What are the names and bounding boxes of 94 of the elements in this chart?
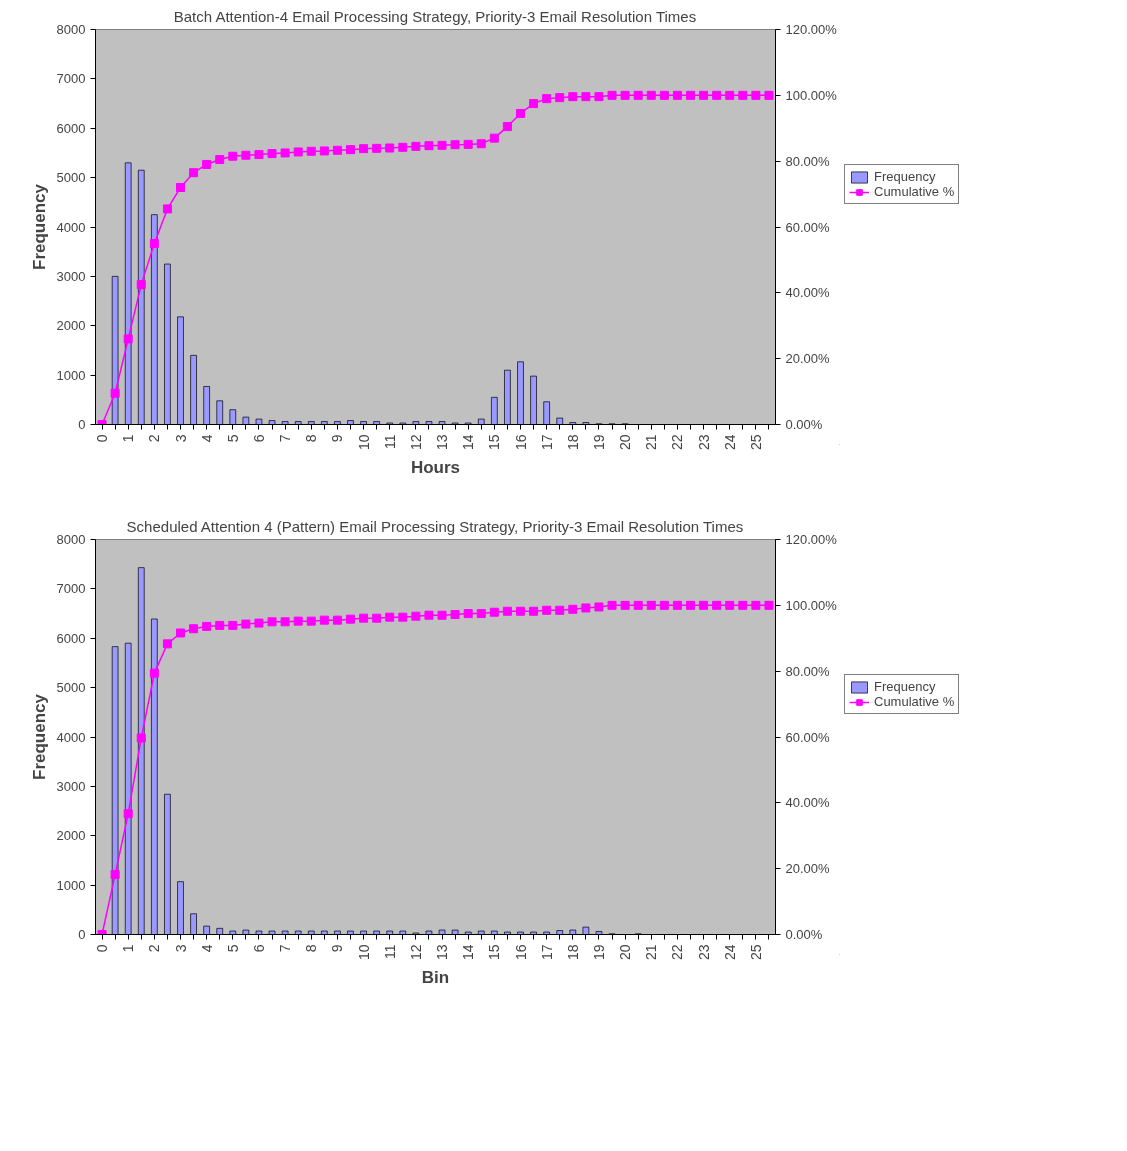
x-tick-label: 12 (407, 434, 424, 451)
x-tick-label: 9 (329, 434, 346, 443)
x-tick-label: 14 (460, 944, 477, 961)
y-tick-label: 8000 (56, 532, 86, 547)
y2-tick-label: 20.00% (785, 351, 831, 367)
x-tick-label: 11 (381, 944, 398, 960)
x-tick-label: 4 (198, 434, 215, 443)
y-tick-label: 1000 (56, 877, 86, 893)
y-tick-label: 3000 (56, 778, 86, 794)
x-tick-label: 3 (172, 944, 189, 953)
y2-tick-label: 0.00% (785, 417, 823, 432)
y2-tick-label: 80.00% (785, 663, 831, 679)
y-tick-label: 1000 (56, 367, 86, 383)
x-tick-label: 22 (669, 434, 686, 451)
x-tick-label: 17 (538, 434, 555, 451)
x-tick-label: 16 (512, 434, 529, 451)
y-tick-label: 4000 (56, 729, 86, 745)
x-tick-label: 0 (94, 944, 111, 953)
x-tick-label: 21 (643, 434, 660, 451)
x-tick-label: 19 (590, 434, 607, 451)
x-tick-label: 5 (224, 944, 241, 953)
x-tick-label: 24 (721, 434, 738, 451)
x-tick-label: 8 (303, 944, 320, 953)
y-tick-label: 4000 (56, 219, 86, 235)
x-tick-label: 6 (250, 434, 267, 443)
x-axis-title: Bin (421, 968, 450, 988)
y2-tick-label: 60.00% (785, 729, 831, 745)
y-tick-label: 2000 (56, 318, 86, 334)
x-tick-label: 23 (695, 434, 712, 451)
legend-label: Cumulative % (874, 184, 955, 199)
y-tick-label: 6000 (56, 630, 86, 646)
y-tick-label: 5000 (56, 680, 86, 696)
y2-tick-label: 80.00% (785, 153, 831, 169)
x-tick-label: 12 (407, 944, 424, 961)
x-tick-label: 0 (94, 434, 111, 443)
y2-tick-label: 60.00% (785, 219, 831, 235)
y2-tick-label: 100.00% (785, 87, 838, 103)
y-tick-label: 8000 (56, 22, 86, 37)
x-tick-label: 11 (381, 434, 398, 450)
y2-tick-label: 40.00% (785, 285, 831, 301)
x-tick-label: 19 (590, 944, 607, 961)
x-tick-label: 9 (329, 944, 346, 953)
x-tick-label: 18 (564, 434, 581, 451)
y2-tick-label: 120.00% (785, 532, 838, 547)
y-tick-label: 0 (78, 417, 86, 432)
y-axis-title: Frequency (29, 693, 49, 780)
x-tick-label: 25 (747, 944, 764, 961)
x-tick-label: 7 (277, 944, 294, 953)
y-tick-label: 5000 (56, 170, 86, 186)
legend-label: Frequency (874, 169, 936, 184)
x-tick-label: 25 (747, 434, 764, 451)
y-axis-title: Frequency (29, 183, 49, 270)
x-tick-label: 21 (643, 944, 660, 961)
y-tick-label: 7000 (56, 581, 86, 597)
x-tick-label: 16 (512, 944, 529, 961)
x-tick-label: 6 (250, 944, 267, 953)
y2-tick-label: 40.00% (785, 795, 831, 811)
y-tick-label: 7000 (56, 71, 86, 87)
x-tick-label: 20 (617, 434, 634, 451)
x-tick-label: 24 (721, 944, 738, 961)
x-tick-label: 23 (695, 944, 712, 961)
x-tick-label: 4 (198, 944, 215, 953)
legend-label: Cumulative % (874, 694, 955, 709)
x-tick-label: 17 (538, 944, 555, 961)
x-axis-title: Hours (410, 458, 461, 478)
y2-tick-label: 20.00% (785, 861, 831, 877)
y2-tick-label: 120.00% (785, 22, 838, 37)
x-tick-label: 22 (669, 944, 686, 961)
chart-title: Scheduled Attention 4 (Pattern) Email Processing Strategy, Priority-3 Email Resolution Times (126, 517, 744, 535)
x-tick-label: 2 (146, 434, 163, 443)
x-tick-label: 5 (224, 434, 241, 443)
y-tick-label: 2000 (56, 828, 86, 844)
y-tick-label: 0 (78, 927, 86, 942)
legend-label: Frequency (874, 679, 936, 694)
y2-tick-label: 0.00% (785, 927, 823, 942)
y-tick-label: 3000 (56, 268, 86, 284)
x-tick-label: 7 (277, 434, 294, 443)
x-tick-label: 15 (486, 434, 503, 451)
y-tick-label: 6000 (56, 120, 86, 136)
x-tick-label: 8 (303, 434, 320, 443)
x-tick-label: 13 (434, 944, 451, 961)
x-tick-label: 2 (146, 944, 163, 953)
x-tick-label: 10 (355, 944, 372, 961)
y2-tick-label: 100.00% (785, 597, 838, 613)
x-tick-label: 1 (120, 944, 137, 953)
x-tick-label: 3 (172, 434, 189, 443)
chart-title: Batch Attention-4 Email Processing Strategy, Priority-3 Email Resolution Times (173, 7, 697, 25)
x-tick-label: 20 (617, 944, 634, 961)
x-tick-label: 13 (434, 434, 451, 451)
x-tick-label: 15 (486, 944, 503, 961)
x-tick-label: 1 (120, 434, 137, 443)
x-tick-label: 10 (355, 434, 372, 451)
x-tick-label: 18 (564, 944, 581, 961)
x-tick-label: 14 (460, 434, 477, 451)
